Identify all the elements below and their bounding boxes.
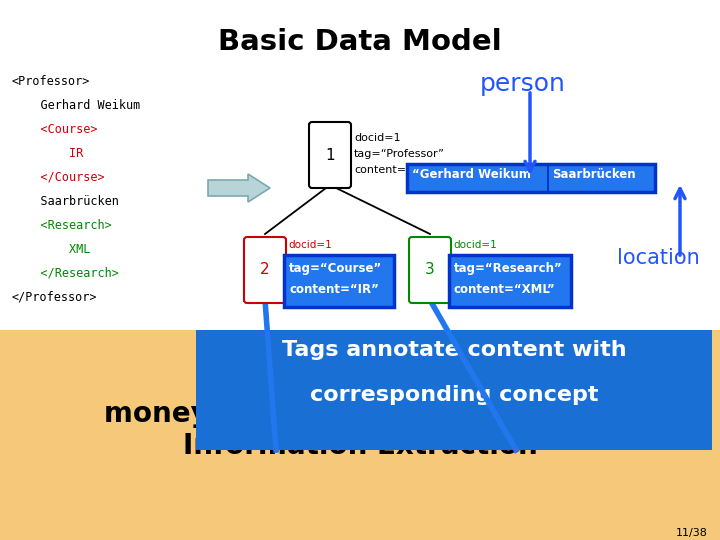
Text: <Course>: <Course> xyxy=(12,123,97,136)
Text: docid=1: docid=1 xyxy=(453,240,497,250)
Text: 3: 3 xyxy=(425,262,435,278)
Text: 1: 1 xyxy=(325,147,335,163)
FancyBboxPatch shape xyxy=(0,330,720,540)
Text: Tags annotate content with: Tags annotate content with xyxy=(282,340,626,360)
Text: XML: XML xyxy=(12,243,91,256)
Text: IR: IR xyxy=(12,147,84,160)
FancyBboxPatch shape xyxy=(309,122,351,188)
Text: person: person xyxy=(480,72,566,96)
FancyBboxPatch shape xyxy=(244,237,286,303)
Text: </Research>: </Research> xyxy=(12,267,119,280)
Text: Saarbrücken: Saarbrücken xyxy=(552,168,636,181)
Text: corresponding concept: corresponding concept xyxy=(310,385,598,405)
Text: 11/38: 11/38 xyxy=(676,528,708,538)
FancyBboxPatch shape xyxy=(449,255,571,307)
Text: content=“IR”: content=“IR” xyxy=(289,283,379,296)
Text: Information Extraction: Information Extraction xyxy=(183,432,537,460)
Text: tag=“Research”: tag=“Research” xyxy=(454,262,563,275)
Text: <Professor>: <Professor> xyxy=(12,75,91,88)
Text: content=: content= xyxy=(354,165,406,175)
FancyBboxPatch shape xyxy=(196,330,712,450)
Text: money amounts) with tools from: money amounts) with tools from xyxy=(104,400,616,428)
Polygon shape xyxy=(208,174,270,202)
Text: </Professor>: </Professor> xyxy=(12,291,97,304)
Text: Gerhard Weikum: Gerhard Weikum xyxy=(12,99,140,112)
Text: concepts o: concepts o xyxy=(276,368,444,396)
Text: Saarbrücken: Saarbrücken xyxy=(12,195,119,208)
Text: docid=1: docid=1 xyxy=(288,240,332,250)
FancyBboxPatch shape xyxy=(407,164,655,192)
FancyBboxPatch shape xyxy=(409,237,451,303)
Text: tag=“Professor”: tag=“Professor” xyxy=(354,149,445,159)
Text: Basic Data Model: Basic Data Model xyxy=(218,28,502,56)
Text: docid=1: docid=1 xyxy=(354,133,400,143)
Text: </Course>: </Course> xyxy=(12,171,104,184)
Text: <Research>: <Research> xyxy=(12,219,112,232)
Text: tag=“Course”: tag=“Course” xyxy=(289,262,382,275)
Text: location: location xyxy=(617,248,700,268)
Text: content=“XML”: content=“XML” xyxy=(454,283,556,296)
Text: 2: 2 xyxy=(260,262,270,278)
FancyBboxPatch shape xyxy=(284,255,394,307)
Text: Automatica: Automatica xyxy=(270,338,450,366)
Text: “Gerhard Weikum: “Gerhard Weikum xyxy=(412,168,531,181)
